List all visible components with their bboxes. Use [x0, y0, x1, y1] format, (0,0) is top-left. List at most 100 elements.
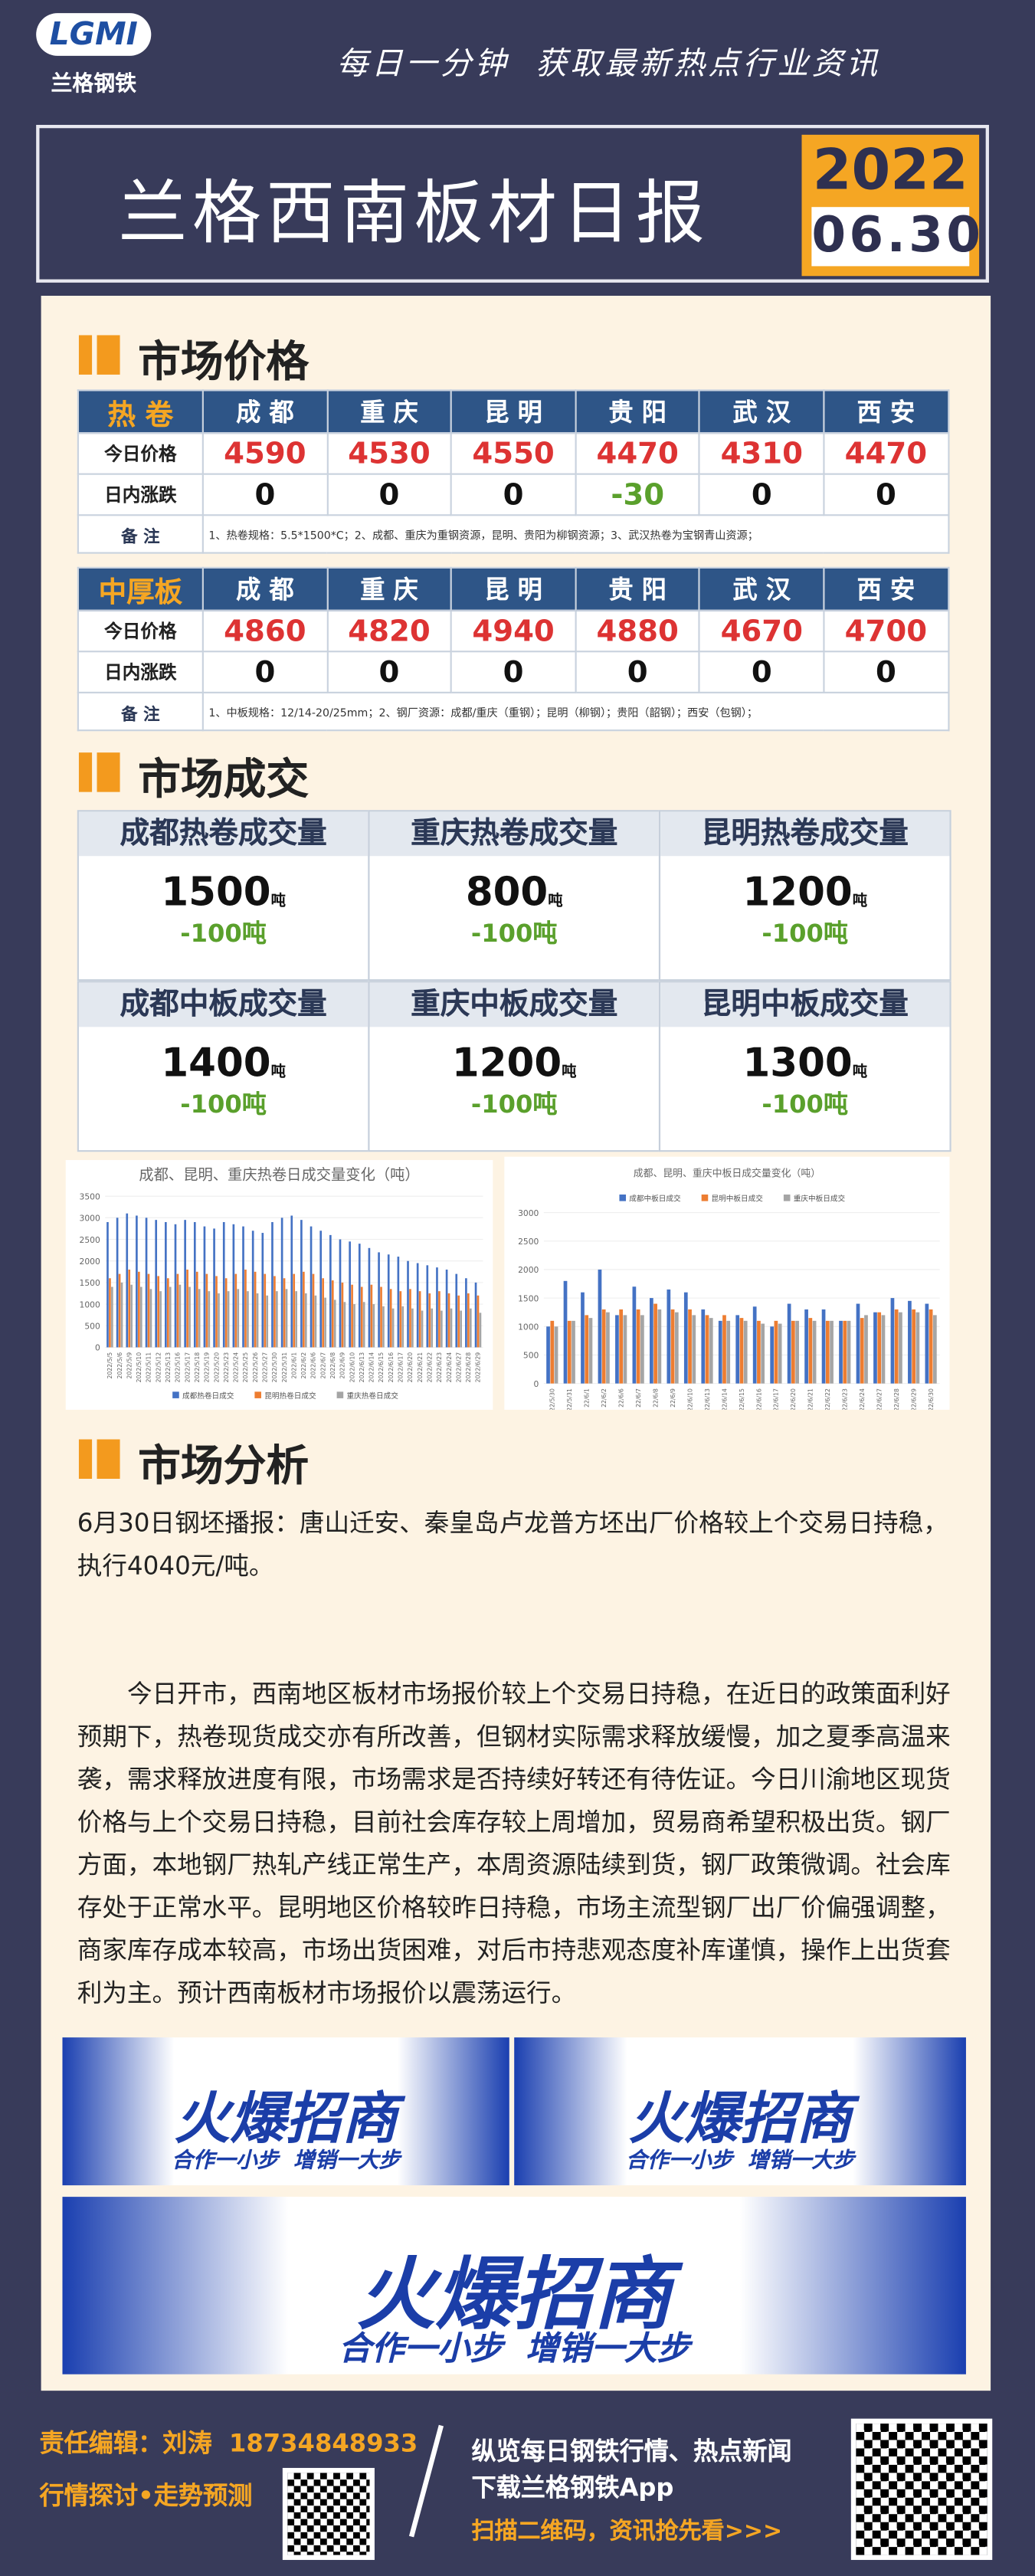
- y-tick-label: 0: [95, 1343, 100, 1353]
- footer-line: 纵览每日钢铁行情、热点新闻: [471, 2437, 792, 2466]
- price-value: 4860: [201, 609, 329, 653]
- bar: [774, 1320, 778, 1384]
- bar: [479, 1313, 482, 1348]
- bar: [933, 1315, 937, 1384]
- x-tick-label: 2022/5/10: [136, 1352, 142, 1383]
- bar: [333, 1299, 336, 1348]
- bar: [899, 1312, 902, 1384]
- city: 武 汉: [699, 389, 825, 434]
- year: 2022: [812, 138, 968, 204]
- legend-label: 昆明中板日成交: [712, 1195, 764, 1204]
- card-title: 重庆中板成交量: [369, 982, 659, 1027]
- bar: [222, 1221, 225, 1348]
- bar: [726, 1320, 731, 1384]
- volume-value: 1300: [742, 1040, 853, 1086]
- price-value: 4670: [699, 609, 825, 653]
- bar: [825, 1320, 830, 1384]
- bar: [304, 1293, 307, 1348]
- bar: [283, 1278, 286, 1348]
- bar: [285, 1289, 288, 1348]
- x-tick-label: 22/5/30: [549, 1388, 556, 1410]
- report-title: 兰格西南板材日报: [118, 172, 710, 254]
- x-tick-label: 2022/5/18: [194, 1352, 201, 1383]
- price-value: 0: [699, 651, 825, 693]
- x-tick-label: 2022/6/2: [300, 1352, 307, 1379]
- bar: [925, 1303, 929, 1384]
- bar: [391, 1308, 395, 1348]
- price-value: 0: [575, 651, 701, 693]
- date: 06.30: [811, 207, 981, 267]
- legend-swatch: [336, 1391, 344, 1398]
- bar: [761, 1323, 765, 1384]
- volume-card: 成都中板成交量 1400吨 -100吨: [77, 981, 370, 1152]
- header-row: 热 卷成 都重 庆昆 明贵 阳武 汉西 安: [77, 389, 949, 434]
- bar: [145, 1218, 148, 1348]
- legend-label: 成都热卷日成交: [182, 1391, 234, 1401]
- volume-unit: 吨: [852, 1064, 868, 1082]
- volume-card: 重庆热卷成交量 800吨 -100吨: [368, 810, 661, 982]
- bar: [303, 1271, 305, 1348]
- bar: [264, 1273, 267, 1348]
- price-value: 0: [201, 651, 329, 693]
- bar: [234, 1273, 237, 1348]
- banner: 火爆招商 合作一小步 增销一大步: [514, 2037, 966, 2186]
- bar: [138, 1271, 140, 1348]
- bar: [743, 1320, 748, 1384]
- bar: [397, 1257, 400, 1348]
- bar: [295, 1291, 297, 1348]
- price-value: 0: [201, 473, 329, 516]
- x-tick-label: 2022/6/29: [475, 1352, 482, 1383]
- bar: [929, 1309, 933, 1384]
- bar: [261, 1233, 264, 1348]
- heading-mark: [97, 1439, 120, 1479]
- x-tick-label: 2022/5/30: [271, 1352, 278, 1383]
- bar: [341, 1282, 344, 1348]
- bar: [195, 1271, 198, 1348]
- x-tick-label: 2022/6/13: [359, 1352, 365, 1383]
- row-label: 日内涨跌: [77, 473, 204, 516]
- banner-slogan: 合作一小步 增销一大步: [172, 2148, 401, 2175]
- bar: [109, 1278, 111, 1348]
- bar: [873, 1312, 877, 1384]
- bar: [322, 1278, 324, 1348]
- y-tick-label: 3500: [80, 1191, 100, 1201]
- note-label: 备 注: [77, 691, 204, 732]
- bar: [169, 1286, 172, 1348]
- bar: [389, 1289, 392, 1348]
- bar: [314, 1295, 317, 1348]
- x-tick-label: 2022/6/14: [368, 1352, 375, 1383]
- bar: [165, 1221, 167, 1348]
- volume-line: 1200吨: [369, 1040, 658, 1086]
- x-tick-label: 2022/6/17: [398, 1352, 405, 1383]
- note-row: 备 注 1、中板规格：12/14-20/25mm；2、钢厂资源：成都/重庆（重钢）…: [77, 691, 949, 732]
- x-tick-label: 22/6/6: [617, 1388, 624, 1408]
- x-tick-label: 22/6/20: [790, 1388, 797, 1410]
- bar: [441, 1310, 443, 1348]
- card-title: 昆明中板成交量: [660, 982, 950, 1027]
- y-tick-label: 500: [523, 1351, 539, 1361]
- editor: 责任编辑：刘涛 18734848933: [39, 2428, 418, 2459]
- bar: [329, 1234, 332, 1348]
- chart: 成都、昆明、重庆热卷日成交量变化（吨） 0 500 1000 1500 2000 2500 3…: [65, 1159, 493, 1410]
- price-row: 日内涨跌 0 0 0 -30 0 0: [77, 473, 949, 516]
- banner-slogan: 合作一小步 增销一大步: [625, 2148, 855, 2175]
- bar: [636, 1309, 640, 1384]
- bar: [563, 1280, 568, 1384]
- bar: [358, 1244, 361, 1348]
- section-price: 市场价格: [78, 329, 408, 388]
- city: 贵 阳: [575, 389, 701, 434]
- x-tick-label: 2022/6/28: [465, 1352, 472, 1383]
- qr-code: [850, 2418, 993, 2561]
- bar: [428, 1293, 431, 1348]
- price-value: 4590: [201, 431, 329, 475]
- x-tick-label: 2022/6/6: [310, 1352, 317, 1379]
- x-tick-label: 22/6/15: [739, 1388, 745, 1410]
- x-tick-label: 22/6/8: [652, 1388, 659, 1408]
- volume-line: 1400吨: [79, 1040, 368, 1086]
- bar: [787, 1303, 791, 1384]
- bar: [362, 1302, 365, 1348]
- bar: [213, 1228, 215, 1348]
- volume-line: 1500吨: [79, 869, 368, 915]
- city: 成 都: [201, 389, 329, 434]
- bar: [324, 1297, 326, 1348]
